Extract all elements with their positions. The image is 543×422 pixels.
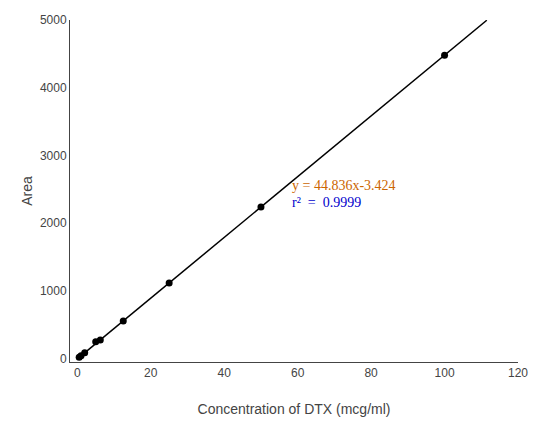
svg-text:20: 20 bbox=[144, 366, 158, 380]
svg-text:4000: 4000 bbox=[40, 81, 67, 95]
svg-text:40: 40 bbox=[218, 366, 232, 380]
svg-text:3000: 3000 bbox=[40, 149, 67, 163]
svg-text:0: 0 bbox=[60, 352, 67, 366]
svg-text:1000: 1000 bbox=[40, 284, 67, 298]
svg-text:r² = 0.9999: r² = 0.9999 bbox=[292, 195, 361, 210]
svg-text:y = 44.836x-3.424: y = 44.836x-3.424 bbox=[292, 178, 396, 193]
svg-text:2000: 2000 bbox=[40, 216, 67, 230]
svg-text:80: 80 bbox=[364, 366, 378, 380]
svg-text:5000: 5000 bbox=[40, 13, 67, 27]
svg-text:Concentration of DTX (mcg/ml): Concentration of DTX (mcg/ml) bbox=[198, 401, 391, 417]
svg-text:0: 0 bbox=[74, 366, 81, 380]
svg-text:120: 120 bbox=[508, 366, 528, 380]
svg-text:Area: Area bbox=[19, 176, 35, 206]
svg-text:100: 100 bbox=[435, 366, 455, 380]
svg-text:60: 60 bbox=[291, 366, 305, 380]
